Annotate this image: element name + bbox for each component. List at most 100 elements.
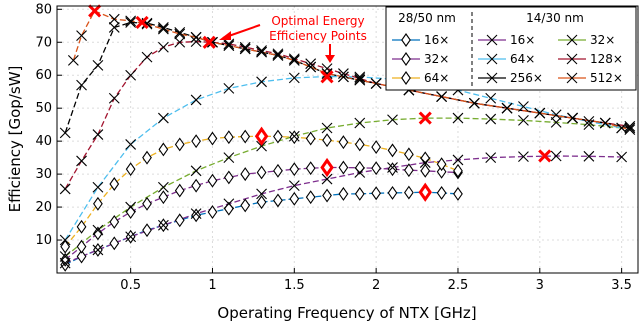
data-point (354, 71, 366, 83)
data-point (108, 22, 120, 33)
data-point (76, 79, 87, 91)
x-ticks: 0.5 1 1.5 2 2.5 3 3.5 (120, 268, 632, 293)
data-point (624, 124, 636, 136)
data-point (92, 244, 104, 256)
data-point (125, 201, 137, 213)
annotation-arrowhead-left (219, 31, 231, 40)
data-point (404, 163, 414, 178)
data-point (305, 58, 317, 70)
data-point (223, 83, 235, 94)
data-point (501, 102, 513, 114)
x-axis-label: Operating Frequency of NTX [GHz] (217, 304, 476, 322)
data-point (599, 117, 611, 129)
data-point (207, 173, 218, 188)
data-point (59, 127, 71, 139)
data-point (190, 31, 202, 43)
data-point (452, 112, 464, 124)
data-point (76, 219, 87, 234)
data-point (108, 92, 120, 104)
data-point (305, 131, 316, 146)
legend-label: 256× (510, 71, 543, 85)
x-tick-label: 3 (536, 278, 544, 293)
y-tick-label: 10 (35, 233, 52, 248)
data-point (59, 183, 71, 195)
y-tick-label: 40 (35, 134, 52, 149)
data-point (142, 150, 152, 165)
data-point (550, 116, 562, 128)
data-point (223, 198, 235, 210)
legend-label: 32× (590, 33, 615, 47)
legend-marker (486, 53, 498, 65)
data-point (305, 190, 316, 205)
x-tick-label: 0.5 (120, 278, 141, 293)
annotation-text-line1: Optimal Energy (271, 14, 364, 28)
optimal-points (88, 4, 552, 202)
legend-marker (486, 72, 498, 84)
data-point (420, 163, 431, 178)
data-point (624, 122, 636, 134)
legend-label: 64× (424, 71, 449, 85)
data-point (404, 185, 414, 200)
data-point (125, 231, 137, 243)
data-point (240, 129, 251, 144)
data-point (93, 226, 103, 241)
data-point (92, 59, 104, 71)
data-point (92, 181, 104, 193)
legend-box (385, 6, 637, 91)
data-point (141, 51, 153, 63)
annotation-arrowhead-down (325, 55, 335, 63)
y-tick-label: 50 (35, 101, 52, 116)
data-point (256, 165, 267, 180)
data-point (59, 234, 71, 246)
data-point (174, 36, 186, 48)
data-point (436, 91, 447, 103)
data-point (109, 214, 120, 229)
x-tick-label: 1.5 (284, 278, 305, 293)
optimal-point (418, 111, 432, 125)
optimal-point (135, 15, 149, 30)
y-ticks: 10 20 30 40 50 60 70 80 (35, 2, 62, 248)
data-point (76, 155, 87, 167)
y-tick-label: 60 (35, 68, 52, 83)
data-point (157, 219, 169, 231)
legend-label: 32× (424, 52, 449, 66)
data-point (92, 224, 104, 236)
data-point (157, 112, 169, 124)
data-point (288, 72, 300, 84)
data-point (256, 45, 267, 56)
data-point (273, 193, 283, 208)
legend-group2-title: 14/30 nm (526, 11, 584, 25)
x-tick-label: 2.5 (448, 278, 469, 293)
data-point (354, 186, 365, 201)
data-point (354, 73, 366, 84)
data-point (453, 163, 463, 178)
data-point (321, 68, 333, 79)
legend-label: 512× (590, 71, 623, 85)
data-point (354, 167, 366, 178)
data-point (125, 15, 137, 27)
data-point (354, 74, 366, 86)
series-markers (59, 5, 636, 272)
legend-marker (566, 72, 578, 84)
y-tick-label: 80 (35, 2, 52, 17)
legend-label: 16× (510, 33, 535, 47)
data-point (256, 76, 267, 88)
data-point (190, 208, 202, 220)
x-tick-label: 2 (372, 278, 380, 293)
legend-entries: 16× 32× 64× 16× 32× 64× 128× 256× 512× (392, 33, 623, 85)
data-point (305, 161, 316, 176)
x-tick-label: 3.5 (611, 278, 632, 293)
data-point (109, 177, 120, 191)
data-point (272, 50, 284, 61)
y-axis-label: Efficiency [Gop/sW] (6, 66, 24, 213)
legend-marker (401, 52, 411, 66)
data-point (371, 140, 382, 155)
data-point (289, 162, 300, 177)
data-point (550, 109, 562, 121)
data-point (289, 191, 300, 206)
legend-marker (401, 33, 411, 47)
data-point (223, 130, 234, 145)
data-point (76, 239, 87, 254)
data-point (288, 53, 300, 65)
data-point (419, 157, 431, 168)
